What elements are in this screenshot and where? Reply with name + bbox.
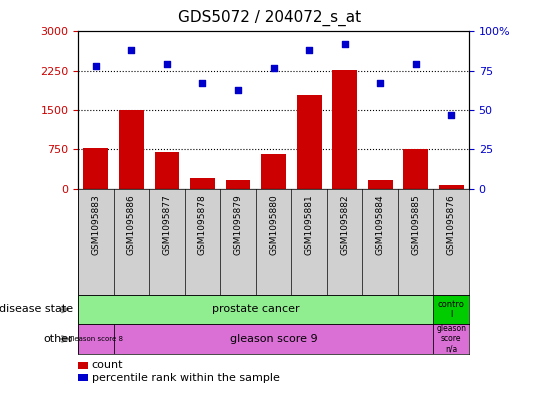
Text: GSM1095878: GSM1095878 xyxy=(198,194,207,255)
Bar xyxy=(119,110,144,189)
Point xyxy=(340,41,349,47)
Text: GSM1095882: GSM1095882 xyxy=(340,194,349,255)
Text: GSM1095880: GSM1095880 xyxy=(269,194,278,255)
Point xyxy=(447,112,455,118)
Text: GSM1095885: GSM1095885 xyxy=(411,194,420,255)
Text: GSM1095881: GSM1095881 xyxy=(305,194,314,255)
Text: gleason score 9: gleason score 9 xyxy=(230,334,317,344)
Point xyxy=(411,61,420,68)
Text: other: other xyxy=(43,334,73,344)
Text: GSM1095884: GSM1095884 xyxy=(376,194,385,255)
Point xyxy=(376,80,384,86)
Text: gleason
score
n/a: gleason score n/a xyxy=(436,324,466,354)
Text: GSM1095883: GSM1095883 xyxy=(92,194,100,255)
Bar xyxy=(439,185,464,189)
Point xyxy=(163,61,171,68)
Point xyxy=(270,64,278,71)
Bar xyxy=(226,180,251,189)
Point xyxy=(198,80,207,86)
Bar xyxy=(190,178,215,189)
Text: GDS5072 / 204072_s_at: GDS5072 / 204072_s_at xyxy=(178,10,361,26)
Bar xyxy=(155,152,179,189)
Bar xyxy=(368,180,392,189)
Text: gleason score 8: gleason score 8 xyxy=(68,336,123,342)
Bar xyxy=(261,154,286,189)
Bar xyxy=(78,324,114,354)
Bar xyxy=(403,149,428,189)
Bar xyxy=(84,148,108,189)
Bar xyxy=(114,324,433,354)
Text: GSM1095886: GSM1095886 xyxy=(127,194,136,255)
Point xyxy=(92,63,100,69)
Text: GSM1095879: GSM1095879 xyxy=(233,194,243,255)
Text: disease state: disease state xyxy=(0,305,73,314)
Text: contro
l: contro l xyxy=(438,300,465,319)
Bar xyxy=(296,95,321,189)
Text: GSM1095877: GSM1095877 xyxy=(162,194,171,255)
Bar xyxy=(332,70,357,189)
Bar xyxy=(433,295,469,324)
Text: prostate cancer: prostate cancer xyxy=(212,305,300,314)
Text: GSM1095876: GSM1095876 xyxy=(447,194,455,255)
Bar xyxy=(433,324,469,354)
Point xyxy=(127,47,136,53)
Point xyxy=(234,86,243,93)
Text: percentile rank within the sample: percentile rank within the sample xyxy=(92,373,280,383)
Point xyxy=(305,47,313,53)
Text: count: count xyxy=(92,360,123,370)
